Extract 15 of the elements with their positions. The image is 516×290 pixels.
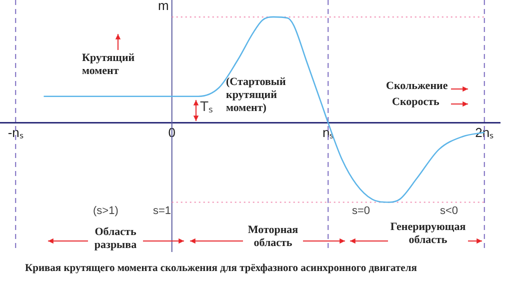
text: Область разрыва — [88, 226, 143, 252]
text: Генерирующая область — [388, 221, 468, 248]
text: (s>1) — [93, 205, 120, 218]
text: Кривая крутящего момента скольжения для трёхфазного асинхронного двигателя — [25, 263, 417, 274]
annotation: Крутящий момент — [82, 52, 136, 78]
annotation: Скольжение — [386, 80, 449, 94]
annotation: (Стартовый крутящий момент) — [226, 76, 287, 116]
text: s<0 — [440, 205, 460, 218]
y-axis-title: m — [158, 0, 169, 13]
annotation: Tₛ — [200, 98, 214, 115]
text: Моторная область — [243, 224, 303, 250]
text: s=0 — [352, 205, 372, 218]
annotation: Скорость — [392, 96, 440, 110]
x-tick-label: -nₛ — [8, 125, 24, 140]
text: s=1 — [153, 205, 172, 218]
